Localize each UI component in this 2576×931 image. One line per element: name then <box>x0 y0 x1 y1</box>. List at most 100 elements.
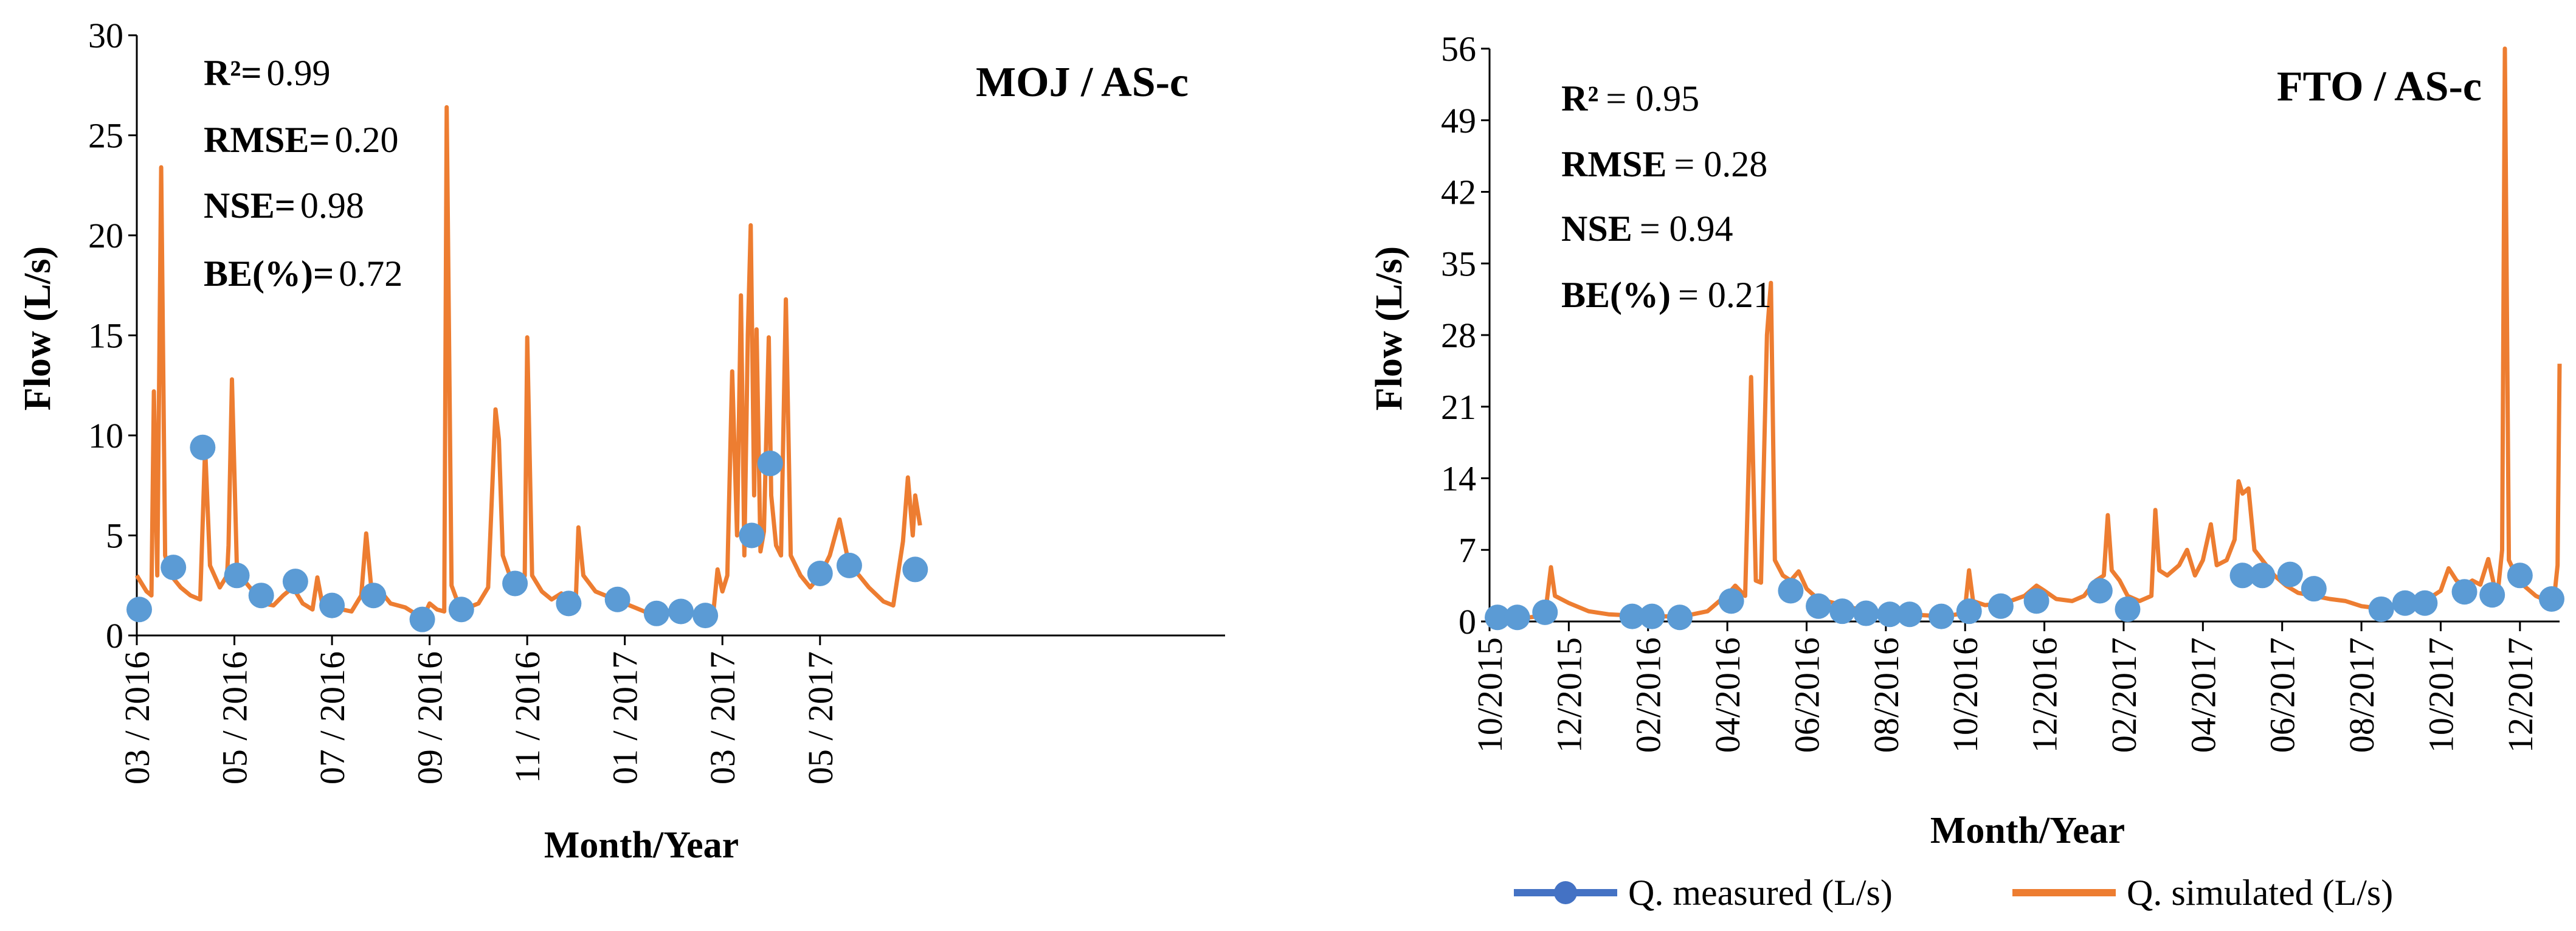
x-tick-label: 12/2015 <box>1549 637 1589 753</box>
y-tick-label: 25 <box>88 116 123 156</box>
measured-flow-point <box>1896 601 1922 628</box>
measured-flow-point <box>2229 562 2256 589</box>
x-tick-label: 10/2017 <box>2421 637 2460 753</box>
legend-label-simulated: Q. simulated (L/s) <box>2127 873 2393 913</box>
stat-label: RMSE <box>1561 144 1666 184</box>
measured-flow-point <box>319 592 345 618</box>
measured-flow-point <box>1619 603 1645 629</box>
stat-line: RMSE = 0.28 <box>1561 144 1767 184</box>
stat-line: BE(%) = 0.21 <box>1561 275 1772 315</box>
legend-swatch-measured-marker <box>1554 881 1577 904</box>
measured-flow-point <box>1929 603 1955 629</box>
y-tick-label: 15 <box>88 316 123 356</box>
plot-area <box>126 105 928 632</box>
stat-line: RMSE= 0.20 <box>204 120 399 160</box>
measured-flow-point <box>2368 596 2394 622</box>
x-tick-label: 05 / 2017 <box>801 651 840 784</box>
measured-flow-point <box>2023 588 2049 614</box>
measured-flow-point <box>1532 599 1558 625</box>
x-tick-label: 07 / 2016 <box>313 651 352 784</box>
measured-flow-point <box>448 597 474 623</box>
x-tick-label: 01 / 2017 <box>606 651 645 784</box>
stat-line: BE(%)= 0.72 <box>204 254 402 294</box>
legend-label-measured: Q. measured (L/s) <box>1628 873 1893 913</box>
measured-flow-point <box>807 561 833 587</box>
x-tick-label: 02/2016 <box>1629 637 1668 753</box>
measured-flow-point <box>409 606 435 632</box>
measured-flow-point <box>1504 604 1530 631</box>
measured-flow-point <box>248 583 274 609</box>
chart-title: MOJ / AS-c <box>976 59 1189 106</box>
y-axis-label: Flow (L/s) <box>17 246 58 410</box>
stat-label: RMSE= <box>204 120 330 160</box>
y-tick-label: 21 <box>1441 387 1476 427</box>
measured-flow-point <box>2507 562 2533 589</box>
stats-block: R² = 0.95 RMSE = 0.28 NSE = 0.94 BE(%) = 0.21 <box>1561 78 1772 315</box>
stat-line: R² = 0.95 <box>1561 78 1699 119</box>
measured-flow-point <box>1829 598 1856 625</box>
legend-item-measured: Q. measured (L/s) <box>1514 873 1893 913</box>
x-tick-label: 06/2017 <box>2263 637 2302 753</box>
x-tick-label: 11 / 2016 <box>508 651 547 783</box>
y-tick-label: 0 <box>1459 602 1476 642</box>
y-tick-label: 30 <box>88 16 123 55</box>
measured-flow-point <box>1853 600 1879 626</box>
x-tick-label: 03 / 2016 <box>117 651 157 784</box>
legend-item-simulated: Q. simulated (L/s) <box>2012 873 2393 913</box>
x-tick-label: 02/2017 <box>2104 637 2144 753</box>
y-tick-label: 20 <box>88 216 123 255</box>
measured-flow-point <box>757 451 783 477</box>
x-tick-label: 10/2016 <box>1946 637 1985 753</box>
y-tick-label: 56 <box>1441 29 1476 69</box>
legend: Q. measured (L/s) Q. simulated (L/s) <box>1514 873 2393 913</box>
measured-flow-point <box>161 555 187 581</box>
y-tick-label: 7 <box>1459 530 1476 570</box>
stat-value: = 0.95 <box>1606 78 1699 119</box>
measured-flow-point <box>2087 578 2113 604</box>
measured-flow-point <box>836 552 862 578</box>
chart-fto: FTO / AS-c Month/Year Flow (L/s) 0 7 14 21 2… <box>1369 29 2564 851</box>
x-tick-label: 08/2016 <box>1866 637 1906 753</box>
measured-flow-point <box>739 522 765 549</box>
y-tick-label: 28 <box>1441 316 1476 355</box>
measured-flow-point <box>902 556 928 583</box>
measured-flow-point <box>604 586 630 612</box>
y-tick-label: 49 <box>1441 101 1476 140</box>
x-tick-label: 09 / 2016 <box>410 651 450 784</box>
stat-line: NSE = 0.94 <box>1561 209 1733 249</box>
stat-label: BE(%)= <box>204 254 334 294</box>
stat-value: 0.99 <box>267 53 331 93</box>
stat-line: NSE= 0.98 <box>204 185 364 226</box>
measured-flow-point <box>668 598 694 625</box>
axes <box>136 35 1225 637</box>
y-tick-label: 5 <box>106 516 123 556</box>
simulated-flow-line <box>135 105 922 622</box>
stat-label: R² <box>1561 78 1598 119</box>
x-ticks: 10/2015 12/2015 02/2016 04/2016 06/2016 08/20… <box>1470 621 2540 753</box>
x-tick-label: 12/2017 <box>2501 637 2540 753</box>
x-tick-label: 05 / 2016 <box>215 651 255 784</box>
measured-flow-point <box>2538 586 2564 612</box>
measured-flow-point <box>224 562 250 589</box>
stat-label: R²= <box>204 53 262 93</box>
x-tick-label: 03 / 2017 <box>703 651 742 784</box>
y-tick-label: 42 <box>1441 173 1476 212</box>
measured-flow-point <box>1485 604 1511 631</box>
chart-moj: MOJ / AS-c Month/Year Flow (L/s) 0 5 10 15 2… <box>17 16 1225 866</box>
measured-flow-point <box>643 600 669 626</box>
simulated-flow-line <box>1490 46 2562 621</box>
measured-flow-point <box>282 569 308 595</box>
y-tick-label: 10 <box>88 416 123 455</box>
x-tick-label: 08/2017 <box>2342 637 2381 753</box>
y-tick-label: 35 <box>1441 244 1476 283</box>
measured-flow-point <box>2301 576 2327 602</box>
measured-flow-point <box>1639 603 1665 629</box>
measured-flow-point <box>1877 601 1903 628</box>
stat-value: = 0.28 <box>1674 144 1767 184</box>
y-tick-label: 0 <box>106 616 123 656</box>
measured-flow-point <box>2115 596 2141 622</box>
stat-line: R²= 0.99 <box>204 53 331 93</box>
stat-label: NSE= <box>204 185 295 226</box>
plot-area <box>1485 46 2564 631</box>
